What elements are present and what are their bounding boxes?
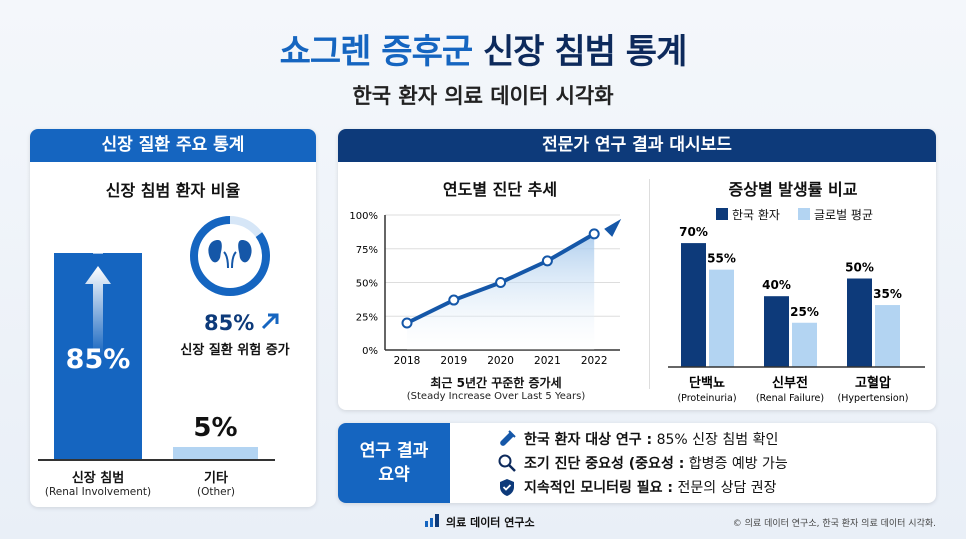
card-header: 전문가 연구 결과 대시보드 (338, 129, 936, 162)
category-sublabel: (Renal Failure) (756, 393, 824, 404)
bar (709, 269, 734, 367)
category-label: 기타 (204, 471, 228, 486)
bar-value-label: 55% (707, 252, 736, 266)
bar-value-label: 40% (762, 278, 791, 292)
category-sublabel: (Renal Involvement) (44, 486, 152, 498)
test-tube-icon (500, 430, 516, 446)
page-subtitle: 한국 환자 의료 데이터 시각화 (352, 84, 614, 108)
line-chart: 0% 25% 50% 75% 100% 2018 2019 2020 2021 2022 (349, 211, 622, 367)
donut-caption: 신장 질환 위험 증가 (180, 343, 290, 358)
chart-title: 신장 침범 환자 비율 (105, 181, 241, 200)
chart-title: 증상별 발생률 비교 (728, 180, 858, 199)
category-label: 고혈압 (855, 375, 891, 391)
bar (764, 296, 789, 367)
category-label: 단백뇨 (689, 375, 725, 391)
donut-arc (190, 216, 270, 296)
bar-1 (173, 446, 258, 459)
chart-title: 연도별 진단 추세 (442, 180, 558, 199)
summary-item-title: 조기 진단 중요성 (중요성 : (524, 456, 685, 472)
bar-value-label: 70% (679, 225, 708, 239)
bar (792, 322, 817, 367)
y-tick-label: 100% (349, 211, 378, 222)
bar (875, 305, 900, 367)
x-axis-label: 최근 5년간 꾸준한 증가세 (430, 376, 562, 390)
bar (847, 278, 872, 367)
category-label: 신부전 (772, 375, 808, 391)
bar-chart: 70% 55% 단백뇨 (Proteinuria) 40% 25% 신부전 (Renal Fa… (668, 225, 925, 404)
summary-item-text: 합병증 예방 가능 (684, 456, 788, 472)
summary-item: 한국 환자 대상 연구 : 85% 신장 침범 확인 (498, 429, 778, 449)
x-tick-label: 2021 (534, 355, 561, 367)
bar-value-label: 50% (845, 261, 874, 275)
divider (649, 179, 650, 389)
category-sublabel: (Proteinuria) (677, 393, 736, 404)
trend-arrowhead (604, 218, 622, 237)
data-point (401, 317, 413, 329)
x-tick-label: 2022 (581, 355, 608, 367)
x-tick-label: 2020 (487, 355, 514, 367)
category-label: 신장 침범 (71, 471, 125, 486)
copyright: © 의료 데이터 연구소, 한국 환자 의료 데이터 시각화. (732, 519, 936, 529)
data-point (588, 228, 600, 240)
x-axis-sublabel: (Steady Increase Over Last 5 Years) (406, 391, 586, 402)
legend-label: 글로벌 평균 (814, 208, 874, 222)
summary-item-text: 85% 신장 침범 확인 (652, 432, 779, 448)
summary-item-title: 지속적인 모니터링 필요 : (524, 480, 674, 496)
y-tick-label: 75% (356, 245, 378, 256)
bar-value-label: 35% (873, 287, 902, 301)
shield-check-icon (500, 479, 514, 496)
logo-icon (425, 514, 439, 527)
bar-value-label: 5% (193, 412, 238, 443)
bar-value-label: 25% (790, 305, 819, 319)
category-sublabel: (Other) (196, 486, 236, 498)
x-tick-label: 2019 (440, 355, 467, 367)
kidney-stats-card: 신장 질환 주요 통계 신장 침범 환자 비율 85% 5% 85% 신장 질환 … (30, 129, 316, 507)
legend-swatch (798, 208, 810, 220)
logo-text: 의료 데이터 연구소 (446, 516, 535, 529)
y-tick-label: 0% (362, 346, 378, 357)
donut-chart (190, 216, 270, 296)
legend-label: 한국 환자 (732, 208, 780, 222)
bar (681, 243, 706, 367)
page-title: 쇼그렌 증후군 신장 침범 통계 (279, 32, 688, 72)
kidney-icon (208, 240, 252, 269)
summary-item: 조기 진단 중요성 (중요성 : 합병증 예방 가능 (498, 453, 788, 473)
data-point (541, 255, 553, 267)
summary-item: 지속적인 모니터링 필요 : 전문의 상담 권장 (498, 477, 777, 497)
summary-item-title: 한국 환자 대상 연구 : (524, 432, 653, 448)
data-point (495, 277, 507, 288)
category-sublabel: (Hypertension) (838, 393, 909, 404)
x-tick-label: 2018 (394, 355, 421, 367)
summary-item-text: 전문의 상담 권장 (673, 480, 777, 496)
y-tick-label: 50% (356, 279, 378, 290)
up-arrow-icon (83, 219, 113, 254)
card-header: 신장 질환 주요 통계 (30, 129, 316, 162)
up-arrow-icon (83, 266, 113, 360)
trend-up-arrow-icon (261, 313, 279, 330)
donut-value: 85% (204, 311, 255, 335)
dashboard-card: 전문가 연구 결과 대시보드 연도별 진단 추세 0% 25% 50% 75% 100%… (338, 129, 936, 410)
data-point (448, 294, 460, 306)
legend-swatch (716, 208, 728, 220)
y-tick-label: 25% (356, 312, 378, 323)
summary-label: 연구 결과 요약 (338, 423, 450, 503)
search-icon (498, 454, 516, 472)
baseline (38, 459, 275, 461)
